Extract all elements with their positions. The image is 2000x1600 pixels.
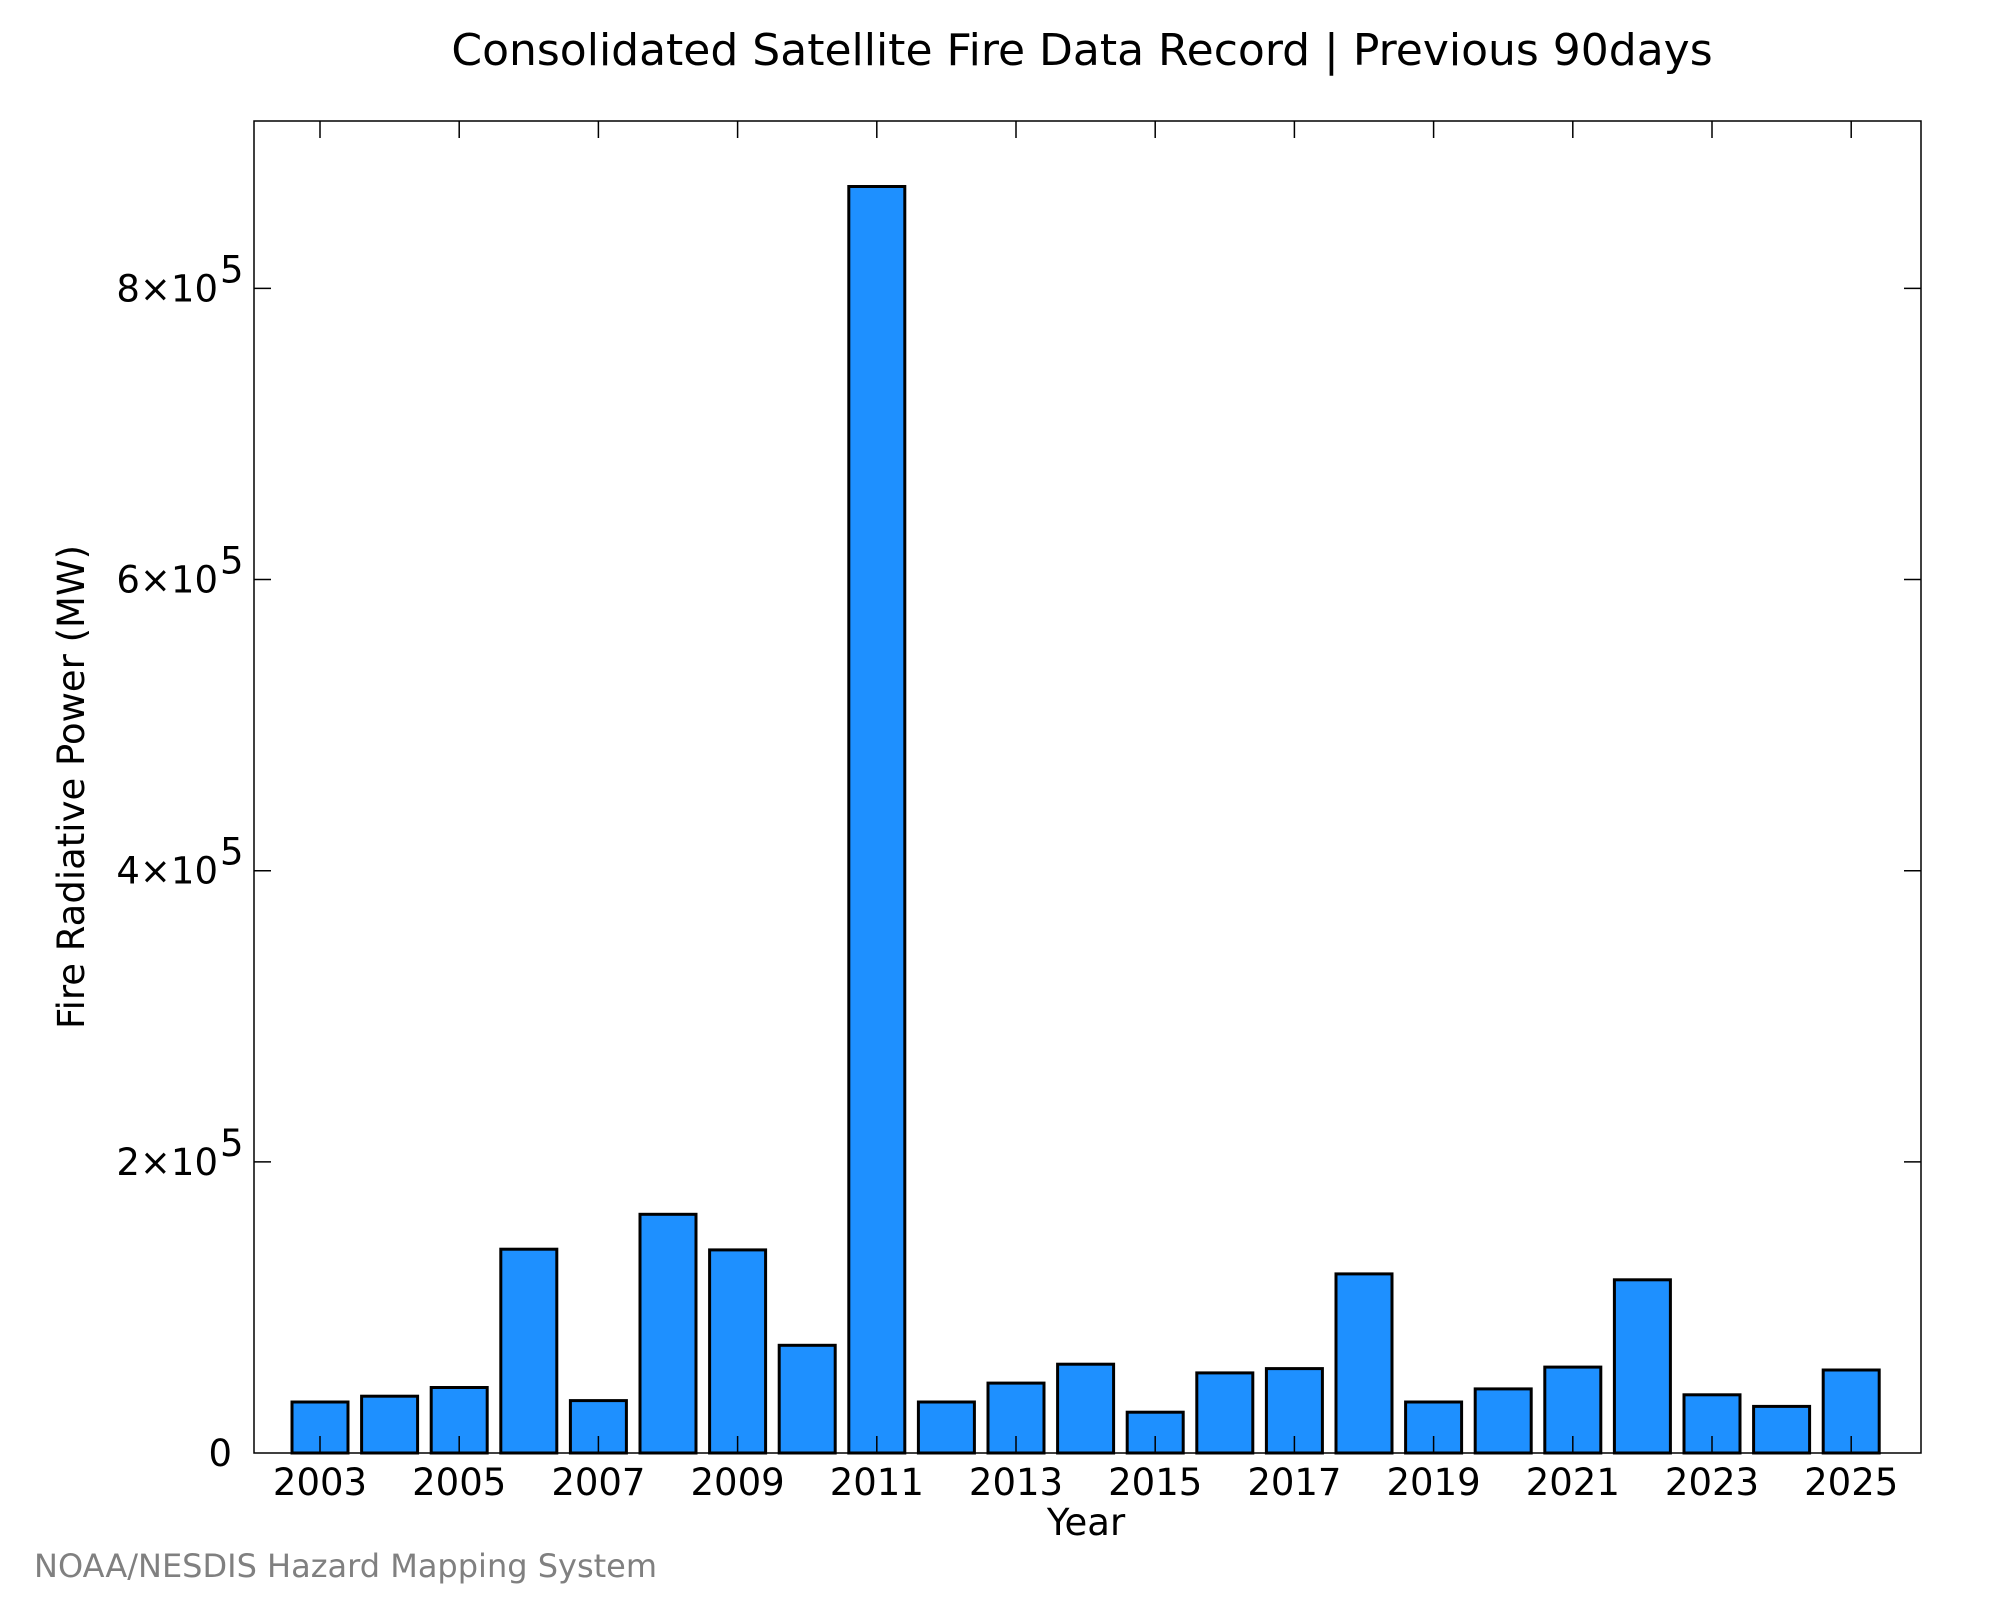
- x-tick-label-2003: 2003: [273, 1461, 367, 1504]
- bars-layer: [290, 185, 1881, 1455]
- y-axis: 02×10 54×10 56×10 58×10 5: [116, 248, 1921, 1475]
- bar-2024: [1752, 1404, 1812, 1455]
- y-tick-label-200000: 2×10: [116, 1141, 218, 1184]
- y-tick-exponent-800000: 5: [220, 248, 244, 291]
- chart-title: Consolidated Satellite Fire Data Record …: [451, 25, 1712, 76]
- x-tick-label-2021: 2021: [1526, 1461, 1620, 1504]
- x-tick-label-2009: 2009: [691, 1461, 785, 1504]
- y-tick-label-600000: 6×10: [116, 559, 218, 602]
- bar-2022: [1612, 1278, 1672, 1455]
- x-tick-label-2005: 2005: [412, 1461, 506, 1504]
- x-tick-label-2007: 2007: [551, 1461, 645, 1504]
- x-axis: 2003 2005 2007 2009 2011 2013 2015 2017 2019 2021…: [273, 121, 1898, 1504]
- bar-2006: [499, 1247, 559, 1455]
- y-axis-label: Fire Radiative Power (MW): [50, 545, 93, 1029]
- x-tick-label-2017: 2017: [1247, 1461, 1341, 1504]
- y-tick-label-800000: 8×10: [116, 267, 218, 310]
- x-tick-label-2011: 2011: [830, 1461, 924, 1504]
- x-tick-label-2025: 2025: [1804, 1461, 1898, 1504]
- y-tick-label-400000: 4×10: [116, 850, 218, 893]
- bar-2008: [638, 1212, 698, 1455]
- y-tick-exponent-600000: 5: [220, 540, 244, 583]
- y-tick-exponent-200000: 5: [220, 1122, 244, 1165]
- x-axis-label: Year: [1046, 1501, 1126, 1544]
- y-tick-label-0: 0: [208, 1432, 232, 1475]
- bar-2016: [1195, 1371, 1255, 1455]
- bar-2018: [1334, 1272, 1394, 1455]
- bar-2011: [847, 185, 907, 1455]
- bar-2014: [1056, 1362, 1116, 1455]
- credit-text: NOAA/NESDIS Hazard Mapping System: [34, 1547, 657, 1585]
- bar-2010: [777, 1343, 837, 1455]
- bar-2020: [1473, 1387, 1533, 1455]
- bar-2009: [708, 1248, 768, 1455]
- bar-2012: [916, 1400, 976, 1455]
- bar-2004: [360, 1394, 420, 1455]
- x-tick-label-2023: 2023: [1665, 1461, 1759, 1504]
- x-tick-label-2019: 2019: [1387, 1461, 1481, 1504]
- x-tick-label-2015: 2015: [1108, 1461, 1202, 1504]
- y-tick-exponent-400000: 5: [220, 831, 244, 874]
- x-tick-label-2013: 2013: [969, 1461, 1063, 1504]
